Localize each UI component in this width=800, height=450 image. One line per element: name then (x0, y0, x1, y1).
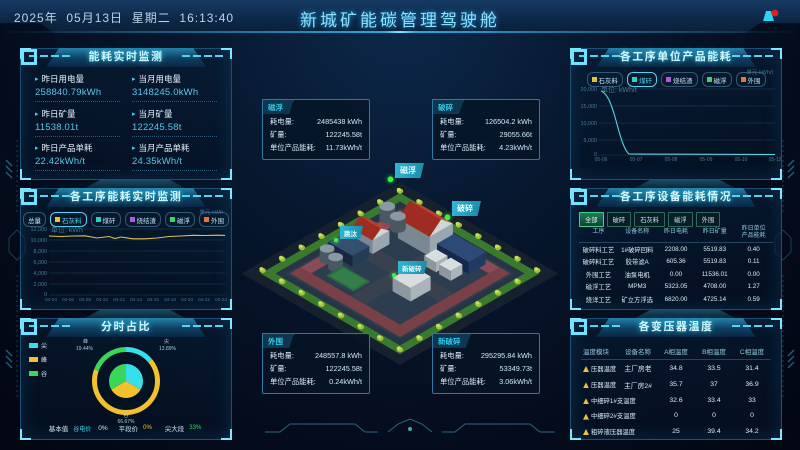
svg-text:谷: 谷 (123, 412, 128, 419)
svg-text:04-18: 04-18 (164, 297, 176, 302)
svg-text:19.44%: 19.44% (76, 346, 94, 352)
svg-text:2,000: 2,000 (34, 282, 48, 288)
svg-text:04-20: 04-20 (181, 297, 193, 302)
svg-text:05-09: 05-09 (700, 157, 713, 162)
svg-text:13.89%: 13.89% (159, 346, 177, 352)
svg-text:20,000: 20,000 (581, 87, 598, 93)
svg-text:10,000: 10,000 (31, 238, 48, 244)
svg-text:04-08: 04-08 (79, 297, 91, 302)
svg-text:04-06: 04-06 (62, 297, 74, 302)
svg-text:05-07: 05-07 (630, 157, 643, 162)
svg-text:04-14: 04-14 (130, 297, 142, 302)
svg-text:10,000: 10,000 (581, 121, 598, 127)
svg-text:05-06: 05-06 (595, 157, 608, 162)
svg-text:6,000: 6,000 (34, 260, 48, 266)
svg-text:4,000: 4,000 (34, 271, 48, 277)
svg-text:5,000: 5,000 (584, 138, 598, 144)
svg-text:15,000: 15,000 (581, 104, 598, 110)
svg-text:04-10: 04-10 (96, 297, 108, 302)
svg-text:12,000: 12,000 (31, 227, 48, 233)
svg-text:04-16: 04-16 (147, 297, 159, 302)
svg-text:峰: 峰 (83, 338, 88, 345)
svg-text:05-10: 05-10 (735, 157, 748, 162)
svg-text:04-22: 04-22 (198, 297, 210, 302)
svg-text:04-12: 04-12 (113, 297, 125, 302)
svg-text:04-04: 04-04 (45, 297, 57, 302)
svg-text:尖: 尖 (164, 338, 169, 345)
svg-text:05-12: 05-12 (769, 157, 781, 162)
svg-text:8,000: 8,000 (34, 249, 48, 255)
svg-text:05-08: 05-08 (665, 157, 678, 162)
